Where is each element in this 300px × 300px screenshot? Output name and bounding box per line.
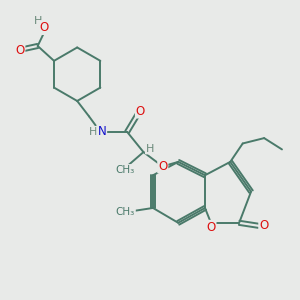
Text: O: O (15, 44, 25, 57)
Text: O: O (206, 221, 216, 234)
Text: O: O (136, 105, 145, 118)
Text: O: O (39, 21, 48, 34)
Text: CH₃: CH₃ (116, 206, 135, 217)
Text: H: H (146, 143, 154, 154)
Text: CH₃: CH₃ (116, 165, 135, 175)
Text: O: O (158, 160, 167, 172)
Text: H: H (34, 16, 43, 26)
Text: N: N (98, 125, 106, 138)
Text: O: O (259, 219, 268, 232)
Text: H: H (89, 127, 97, 137)
